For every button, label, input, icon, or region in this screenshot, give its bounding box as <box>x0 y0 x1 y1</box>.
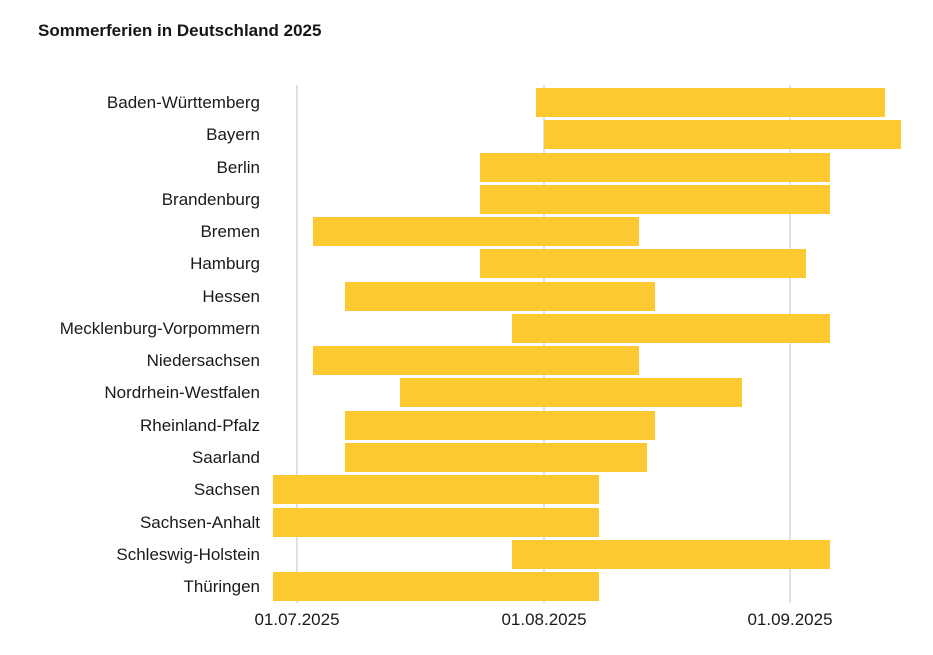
holiday-bar <box>313 346 639 375</box>
row-label: Berlin <box>216 158 260 177</box>
holiday-bar <box>273 572 599 601</box>
row-label: Brandenburg <box>161 190 260 209</box>
holiday-bar <box>544 120 901 149</box>
gridline <box>296 85 298 603</box>
chart-title: Sommerferien in Deutschland 2025 <box>38 21 322 40</box>
row-label: Nordrhein-Westfalen <box>104 383 260 402</box>
x-axis-tick-label: 01.08.2025 <box>501 610 587 629</box>
gridline <box>543 85 545 603</box>
row-label: Thüringen <box>183 577 260 596</box>
row-label: Niedersachsen <box>146 351 260 370</box>
holiday-bar <box>345 282 655 311</box>
holiday-bar <box>512 540 830 569</box>
holiday-bar <box>345 411 655 440</box>
row-label: Hamburg <box>190 254 260 273</box>
holiday-bar <box>273 475 599 504</box>
row-label: Mecklenburg-Vorpommern <box>59 319 260 338</box>
holiday-bar <box>273 508 599 537</box>
row-label: Sachsen <box>193 480 260 499</box>
x-axis-tick-label: 01.07.2025 <box>254 610 340 629</box>
row-label: Saarland <box>191 448 260 467</box>
row-label: Hessen <box>202 287 260 306</box>
holiday-bar <box>512 314 830 343</box>
holiday-bar <box>400 378 742 407</box>
row-label: Schleswig-Holstein <box>116 545 260 564</box>
holiday-bar <box>345 443 647 472</box>
row-label: Rheinland-Pfalz <box>139 416 260 435</box>
row-label: Bayern <box>206 125 260 144</box>
row-label: Baden-Württemberg <box>106 93 260 112</box>
holiday-bar <box>480 153 830 182</box>
holiday-bar <box>313 217 639 246</box>
holiday-bar <box>480 249 806 278</box>
gridline <box>789 85 791 603</box>
row-label: Bremen <box>200 222 260 241</box>
row-label: Sachsen-Anhalt <box>139 513 260 532</box>
holiday-bar <box>536 88 885 117</box>
x-axis-tick-label: 01.09.2025 <box>747 610 833 629</box>
holiday-bar <box>480 185 830 214</box>
